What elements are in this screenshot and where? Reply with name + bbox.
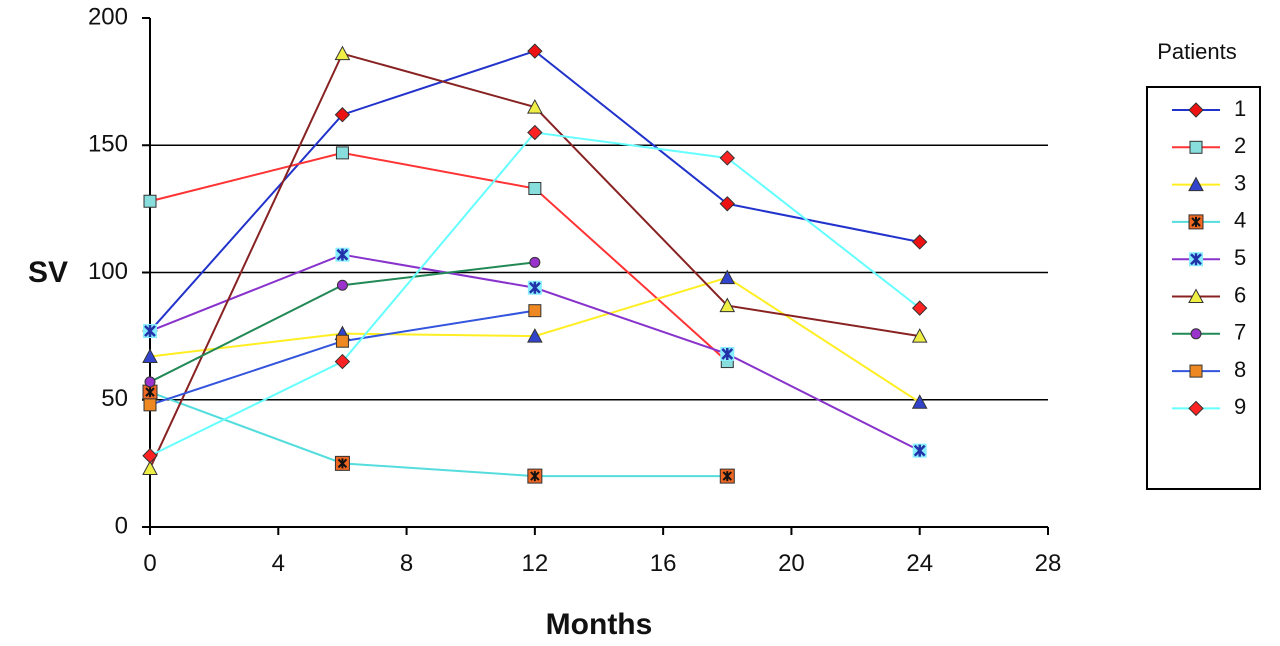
y-tick-label: 0	[115, 512, 128, 539]
data-point	[335, 334, 349, 348]
legend-label: 6	[1234, 282, 1246, 307]
y-tick-label: 150	[88, 131, 128, 158]
data-point	[1189, 140, 1203, 154]
data-point	[527, 280, 542, 295]
data-point	[527, 124, 543, 141]
legend-box	[1146, 86, 1261, 490]
data-point	[719, 269, 736, 285]
legend-label: 5	[1234, 245, 1246, 270]
data-point	[527, 99, 543, 114]
legend-label: 9	[1234, 394, 1246, 419]
series-markers-7	[144, 256, 541, 388]
legend-item: 6	[1172, 282, 1246, 307]
data-point	[336, 279, 348, 291]
data-point	[528, 304, 542, 318]
gridlines	[150, 144, 1048, 401]
data-point	[144, 376, 156, 388]
series-markers-3	[142, 269, 928, 409]
data-point	[1188, 102, 1204, 118]
y-tick-label: 50	[101, 385, 128, 412]
data-point	[527, 468, 543, 484]
data-point	[912, 300, 928, 316]
x-axis-title: Months	[546, 608, 653, 641]
data-point	[527, 328, 543, 343]
data-point	[1189, 364, 1203, 378]
data-point	[912, 443, 927, 458]
series-lines	[142, 43, 928, 484]
legend-item: 7	[1172, 320, 1246, 345]
x-tick-label: 16	[650, 550, 677, 577]
legend-item: 5	[1172, 245, 1246, 270]
legend-item: 4	[1172, 208, 1246, 233]
data-point	[911, 328, 928, 343]
data-point	[335, 146, 349, 160]
data-point	[720, 346, 735, 361]
series-markers-8	[143, 304, 542, 412]
data-point	[719, 468, 735, 484]
data-point	[719, 297, 736, 313]
y-axis-title: SV	[28, 256, 68, 289]
legend-item: 3	[1172, 170, 1246, 195]
legend-items: 1 2 3 4 5 6 7 8 9	[1172, 96, 1246, 419]
legend-label: 4	[1234, 208, 1246, 233]
data-point	[334, 45, 351, 61]
y-tick-label: 100	[88, 258, 128, 285]
data-point	[334, 455, 350, 471]
data-point	[142, 460, 158, 475]
series-4	[149, 391, 728, 478]
data-point	[1188, 400, 1204, 417]
legend: Patients 1 2 3 4 5 6 7 8 9	[1146, 39, 1261, 490]
legend-label: 7	[1234, 320, 1246, 345]
legend-label: 2	[1234, 133, 1246, 158]
data-point	[142, 348, 158, 363]
legend-item: 2	[1172, 133, 1246, 158]
data-point	[1190, 328, 1202, 340]
x-tick-label: 12	[522, 550, 549, 577]
data-point	[143, 194, 157, 208]
x-tick-label: 28	[1035, 550, 1062, 577]
data-point	[911, 394, 928, 409]
data-point	[1189, 252, 1203, 267]
series-2	[149, 151, 728, 363]
legend-item: 8	[1172, 357, 1246, 382]
data-point	[527, 43, 543, 59]
data-point	[335, 247, 350, 262]
tick-labels: 0 50 100 150 200 0 4 8 12 16 20 24 28	[88, 3, 1061, 577]
legend-label: 8	[1234, 357, 1246, 382]
data-point	[334, 107, 351, 123]
data-point	[529, 256, 541, 268]
data-point	[528, 182, 542, 196]
data-point	[143, 398, 157, 412]
series-line	[149, 151, 728, 363]
data-point	[1188, 288, 1204, 303]
data-point	[142, 448, 158, 464]
legend-label: 3	[1234, 170, 1246, 195]
legend-item: 1	[1172, 96, 1246, 121]
legend-item: 9	[1172, 394, 1246, 419]
legend-title: Patients	[1157, 39, 1237, 64]
x-tick-label: 20	[778, 550, 805, 577]
x-tick-label: 0	[143, 550, 156, 577]
legend-label: 1	[1234, 96, 1246, 121]
series-markers-5	[143, 247, 927, 458]
data-point	[334, 353, 351, 370]
y-tick-label: 200	[88, 3, 128, 30]
series-markers-2	[143, 146, 734, 369]
x-tick-label: 8	[400, 550, 413, 577]
data-point	[719, 196, 735, 212]
x-tick-label: 4	[272, 550, 285, 577]
data-point	[143, 324, 157, 339]
series-line	[149, 391, 728, 478]
data-point	[719, 150, 735, 166]
x-tick-label: 24	[906, 550, 933, 577]
data-point	[1188, 176, 1204, 192]
series-markers-9	[142, 124, 928, 464]
data-point	[1188, 214, 1204, 230]
series-markers-6	[142, 45, 928, 475]
series-markers-4	[142, 384, 735, 484]
data-point	[912, 234, 928, 250]
